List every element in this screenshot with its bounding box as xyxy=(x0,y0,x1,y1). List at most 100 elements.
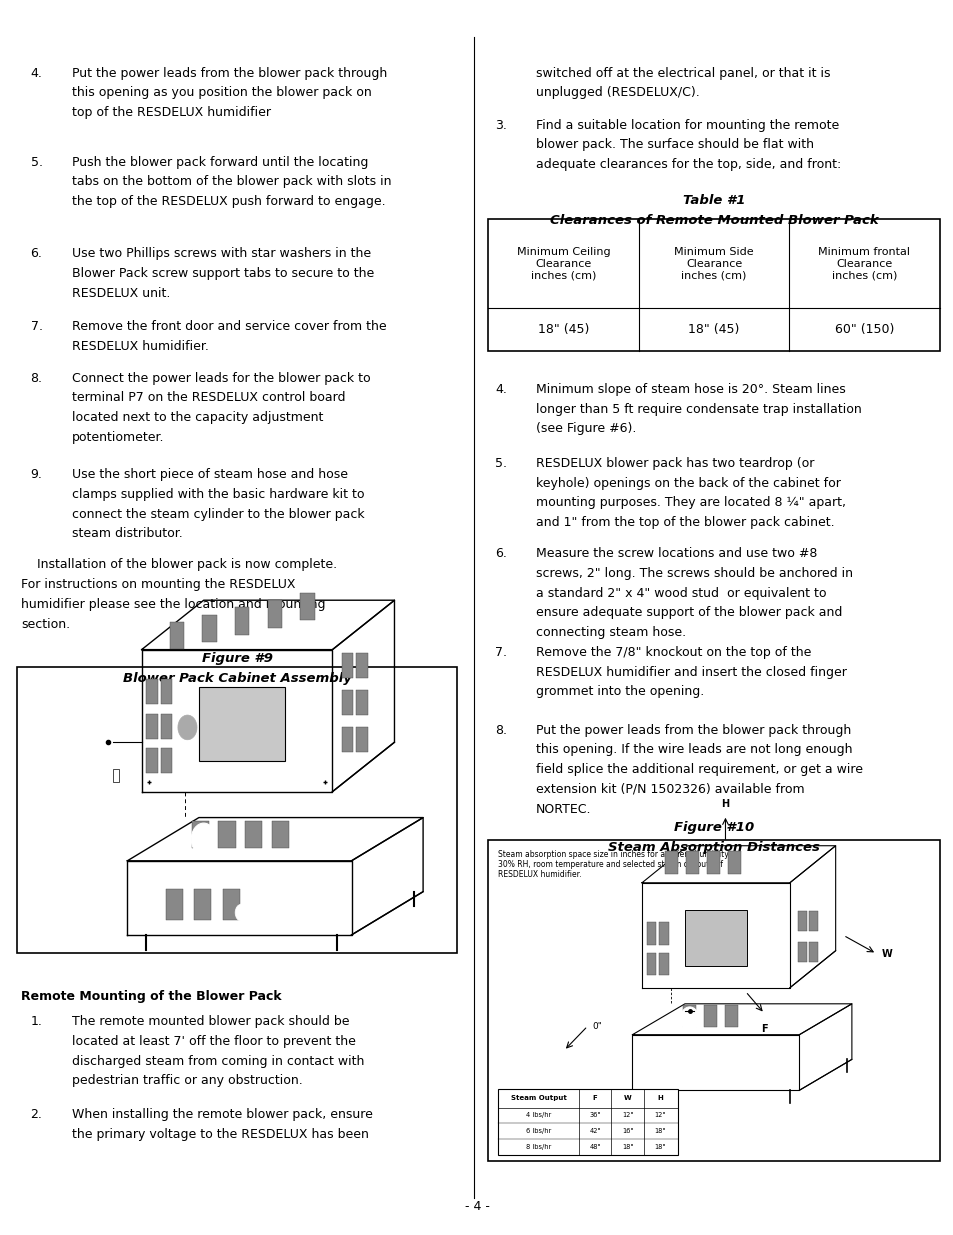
Bar xyxy=(160,679,172,704)
Text: switched off at the electrical panel, or that it is: switched off at the electrical panel, or… xyxy=(536,67,830,80)
Text: connect the steam cylinder to the blower pack: connect the steam cylinder to the blower… xyxy=(71,508,364,521)
Text: Remove the front door and service cover from the: Remove the front door and service cover … xyxy=(71,320,386,333)
Text: ensure adequate support of the blower pack and: ensure adequate support of the blower pa… xyxy=(536,606,841,620)
Bar xyxy=(198,687,284,761)
Bar xyxy=(17,667,456,953)
Text: longer than 5 ft require condensate trap installation: longer than 5 ft require condensate trap… xyxy=(536,403,861,416)
Text: (see Figure #6).: (see Figure #6). xyxy=(536,422,636,436)
Bar xyxy=(112,769,118,782)
Text: Measure the screw locations and use two #8: Measure the screw locations and use two … xyxy=(536,547,817,561)
Bar xyxy=(723,1005,737,1028)
Text: 1.: 1. xyxy=(30,1015,42,1029)
Text: connecting steam hose.: connecting steam hose. xyxy=(536,626,685,640)
Bar xyxy=(681,1005,695,1028)
Bar xyxy=(797,942,806,962)
Bar xyxy=(194,889,212,920)
Text: For instructions on mounting the RESDELUX: For instructions on mounting the RESDELU… xyxy=(21,578,295,592)
Bar xyxy=(488,219,939,351)
Text: The remote mounted blower pack should be: The remote mounted blower pack should be xyxy=(71,1015,349,1029)
Text: 6 lbs/hr: 6 lbs/hr xyxy=(525,1128,551,1134)
Bar xyxy=(268,600,282,627)
Text: Blower Pack Cabinet Assembly: Blower Pack Cabinet Assembly xyxy=(123,672,351,685)
Text: RESDELUX unit.: RESDELUX unit. xyxy=(71,287,170,300)
Bar xyxy=(160,714,172,739)
Text: Push the blower pack forward until the locating: Push the blower pack forward until the l… xyxy=(71,156,368,169)
Text: F: F xyxy=(760,1024,767,1034)
Text: a standard 2" x 4" wood stud  or equivalent to: a standard 2" x 4" wood stud or equivale… xyxy=(536,587,826,600)
Text: discharged steam from coming in contact with: discharged steam from coming in contact … xyxy=(71,1055,363,1068)
Text: Remote Mounting of the Blower Pack: Remote Mounting of the Blower Pack xyxy=(21,990,281,1004)
Bar xyxy=(684,910,746,966)
Text: Put the power leads from the blower pack through: Put the power leads from the blower pack… xyxy=(71,67,386,80)
Text: 42": 42" xyxy=(589,1128,600,1134)
Text: field splice the additional requirement, or get a wire: field splice the additional requirement,… xyxy=(536,763,862,777)
Bar xyxy=(685,851,698,873)
Text: 7.: 7. xyxy=(495,646,507,659)
Bar xyxy=(166,889,183,920)
Text: NORTEC.: NORTEC. xyxy=(536,803,591,816)
Bar xyxy=(147,679,158,704)
Text: 7.: 7. xyxy=(30,320,43,333)
Bar xyxy=(218,820,235,847)
Text: F: F xyxy=(592,1095,597,1102)
Text: Connect the power leads for the blower pack to: Connect the power leads for the blower p… xyxy=(71,372,370,385)
Text: 12": 12" xyxy=(654,1113,665,1119)
Bar xyxy=(702,1005,716,1028)
Text: W: W xyxy=(881,948,891,958)
Bar xyxy=(147,714,158,739)
Text: Figure #9: Figure #9 xyxy=(201,652,273,666)
Text: keyhole) openings on the back of the cabinet for: keyhole) openings on the back of the cab… xyxy=(536,477,841,490)
Bar xyxy=(160,748,172,773)
Text: Steam absorption space size in inches for ambient humidity
30% RH, room temperat: Steam absorption space size in inches fo… xyxy=(497,850,728,879)
Text: 18": 18" xyxy=(654,1128,665,1134)
Text: mounting purposes. They are located 8 ¼" apart,: mounting purposes. They are located 8 ¼"… xyxy=(536,496,845,510)
Text: W: W xyxy=(623,1095,631,1102)
Bar xyxy=(646,953,656,976)
Text: 48": 48" xyxy=(589,1144,600,1150)
Text: RESDELUX humidifier and insert the closed finger: RESDELUX humidifier and insert the close… xyxy=(536,666,846,679)
Text: H: H xyxy=(720,799,729,809)
Text: 3.: 3. xyxy=(495,119,506,132)
Bar xyxy=(356,727,368,752)
Text: Installation of the blower pack is now complete.: Installation of the blower pack is now c… xyxy=(21,558,336,572)
Text: Table #1: Table #1 xyxy=(682,194,744,207)
Bar xyxy=(300,593,314,620)
Text: 18": 18" xyxy=(621,1144,633,1150)
Bar xyxy=(488,840,939,1161)
Text: 8.: 8. xyxy=(30,372,43,385)
Text: and 1" from the top of the blower pack cabinet.: and 1" from the top of the blower pack c… xyxy=(536,516,834,530)
Text: screws, 2" long. The screws should be anchored in: screws, 2" long. The screws should be an… xyxy=(536,567,852,580)
Bar xyxy=(342,690,354,715)
Text: Figure #10: Figure #10 xyxy=(673,821,754,835)
Text: section.: section. xyxy=(21,618,70,631)
Text: Remove the 7/8" knockout on the top of the: Remove the 7/8" knockout on the top of t… xyxy=(536,646,811,659)
Bar xyxy=(664,851,677,873)
Text: steam distributor.: steam distributor. xyxy=(71,527,182,541)
Text: 0": 0" xyxy=(592,1021,601,1030)
Text: 16": 16" xyxy=(621,1128,633,1134)
Text: 6.: 6. xyxy=(30,247,42,261)
Text: Blower Pack screw support tabs to secure to the: Blower Pack screw support tabs to secure… xyxy=(71,267,374,280)
Text: Use two Phillips screws with star washers in the: Use two Phillips screws with star washer… xyxy=(71,247,371,261)
Bar xyxy=(808,911,818,931)
Text: terminal P7 on the RESDELUX control board: terminal P7 on the RESDELUX control boar… xyxy=(71,391,345,405)
Circle shape xyxy=(192,824,215,855)
Bar xyxy=(245,820,262,847)
Text: 60" (150): 60" (150) xyxy=(834,324,893,336)
Text: Find a suitable location for mounting the remote: Find a suitable location for mounting th… xyxy=(536,119,839,132)
Text: 5.: 5. xyxy=(30,156,43,169)
Text: tabs on the bottom of the blower pack with slots in: tabs on the bottom of the blower pack wi… xyxy=(71,175,391,189)
Circle shape xyxy=(177,715,196,740)
Text: 4.: 4. xyxy=(30,67,42,80)
Circle shape xyxy=(679,1007,699,1031)
Text: Minimum frontal
Clearance
inches (cm): Minimum frontal Clearance inches (cm) xyxy=(818,247,909,280)
Text: extension kit (P/N 1502326) available from: extension kit (P/N 1502326) available fr… xyxy=(536,783,804,797)
Bar xyxy=(497,1089,678,1155)
Text: - 4 -: - 4 - xyxy=(464,1199,489,1213)
Bar xyxy=(222,889,240,920)
Text: grommet into the opening.: grommet into the opening. xyxy=(536,685,703,699)
Bar xyxy=(659,923,668,945)
Bar xyxy=(727,851,740,873)
Text: Minimum slope of steam hose is 20°. Steam lines: Minimum slope of steam hose is 20°. Stea… xyxy=(536,383,845,396)
Text: this opening as you position the blower pack on: this opening as you position the blower … xyxy=(71,86,371,100)
